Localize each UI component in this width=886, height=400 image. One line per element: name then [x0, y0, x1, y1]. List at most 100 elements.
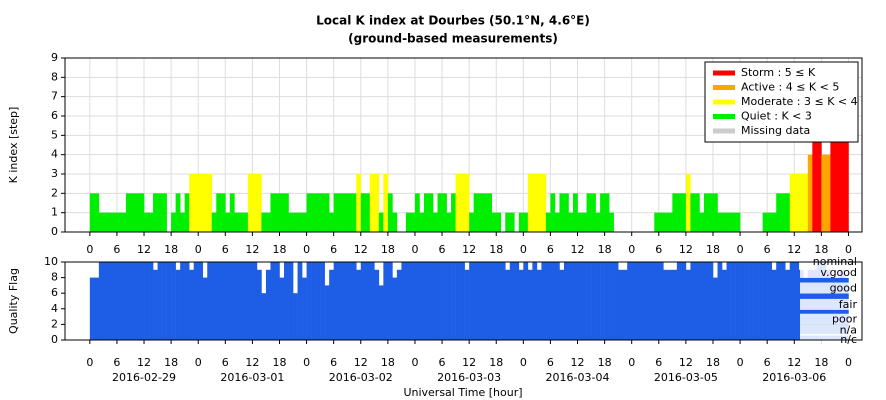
bar — [722, 269, 727, 340]
date-label: 2016-03-02 — [329, 371, 393, 384]
x-tick-label: 6 — [330, 243, 337, 256]
bar — [446, 212, 452, 232]
bar — [134, 193, 140, 232]
bar — [256, 269, 262, 340]
bar — [663, 212, 669, 232]
bar — [735, 262, 741, 340]
x-tick-label: 12 — [679, 243, 693, 256]
bar — [631, 262, 637, 340]
bar — [591, 262, 596, 340]
bar — [740, 262, 745, 340]
x-tick-label: 6 — [330, 356, 337, 369]
bar — [491, 212, 497, 232]
bar — [175, 193, 181, 232]
bar — [274, 193, 280, 232]
bar — [103, 262, 109, 340]
y2-label-bg — [800, 266, 858, 278]
bar — [365, 193, 371, 232]
bar — [229, 193, 235, 232]
bar — [238, 212, 244, 232]
x-tick-label: 18 — [814, 356, 828, 369]
x-tick-label: 12 — [354, 356, 368, 369]
x-tick-label: 18 — [489, 356, 503, 369]
x-tick-label: 12 — [245, 243, 259, 256]
bar — [834, 135, 840, 232]
bar — [180, 212, 185, 232]
bar — [843, 135, 849, 232]
bar — [816, 135, 822, 232]
bar — [437, 262, 443, 340]
bar — [428, 193, 434, 232]
bar — [487, 193, 493, 232]
x-tick-label: 0 — [520, 243, 527, 256]
bar — [785, 269, 791, 340]
legend-label: Storm : 5 ≤ K — [741, 66, 816, 79]
y-tick-label: 10 — [44, 255, 58, 268]
bar — [667, 269, 673, 340]
bar — [690, 193, 696, 232]
bar — [600, 193, 605, 232]
y2-tick-label: good — [830, 282, 857, 295]
bar — [198, 262, 204, 340]
bar — [284, 193, 289, 232]
bar — [685, 174, 691, 232]
x-tick-label: 12 — [787, 243, 801, 256]
bar — [573, 193, 578, 232]
bar — [685, 269, 691, 340]
bar — [654, 212, 660, 232]
bar — [433, 262, 438, 340]
bar — [360, 193, 366, 232]
bar — [405, 262, 411, 340]
bar — [293, 293, 298, 340]
bar — [320, 262, 325, 340]
bar — [220, 262, 226, 340]
bar — [681, 193, 687, 232]
bar — [523, 262, 529, 340]
bar — [455, 262, 461, 340]
x-axis-label: Universal Time [hour] — [403, 386, 522, 399]
bar — [776, 193, 782, 232]
bar — [216, 193, 222, 232]
bar — [663, 269, 669, 340]
y2-tick-label: fair — [839, 298, 858, 311]
x-tick-label: 0 — [86, 356, 93, 369]
y2-label-bg — [800, 313, 858, 325]
y2-label-bg — [800, 298, 858, 310]
chart-title: Local K index at Dourbes (50.1°N, 4.6°E) — [316, 14, 590, 28]
bar — [699, 262, 705, 340]
legend-label: Quiet : K < 3 — [741, 110, 812, 123]
bar — [433, 212, 438, 232]
x-tick-label: 6 — [439, 243, 446, 256]
bar — [338, 262, 344, 340]
bar — [595, 212, 601, 232]
bar — [469, 212, 474, 232]
bar — [794, 262, 800, 340]
x-tick-label: 18 — [706, 356, 720, 369]
bar — [518, 212, 524, 232]
date-label: 2016-02-29 — [112, 371, 176, 384]
bar — [649, 262, 655, 340]
bar — [378, 212, 384, 232]
x-tick-label: 0 — [845, 356, 852, 369]
y-tick-label: 4 — [51, 148, 58, 161]
bar — [270, 262, 276, 340]
bar — [622, 269, 628, 340]
y2-tick-label: v.good — [820, 266, 857, 279]
x-tick-label: 0 — [845, 243, 852, 256]
bar — [89, 277, 95, 340]
x-tick-label: 0 — [303, 356, 310, 369]
bar — [654, 262, 660, 340]
bar — [148, 262, 154, 340]
x-tick-label: 0 — [628, 356, 635, 369]
bar — [329, 269, 334, 340]
bar — [717, 262, 723, 340]
bar — [527, 269, 533, 340]
bar — [604, 262, 610, 340]
bar — [509, 262, 515, 340]
bar — [184, 193, 190, 232]
bar — [116, 212, 122, 232]
bar — [270, 193, 276, 232]
bar — [94, 193, 100, 232]
date-label: 2016-03-06 — [762, 371, 826, 384]
